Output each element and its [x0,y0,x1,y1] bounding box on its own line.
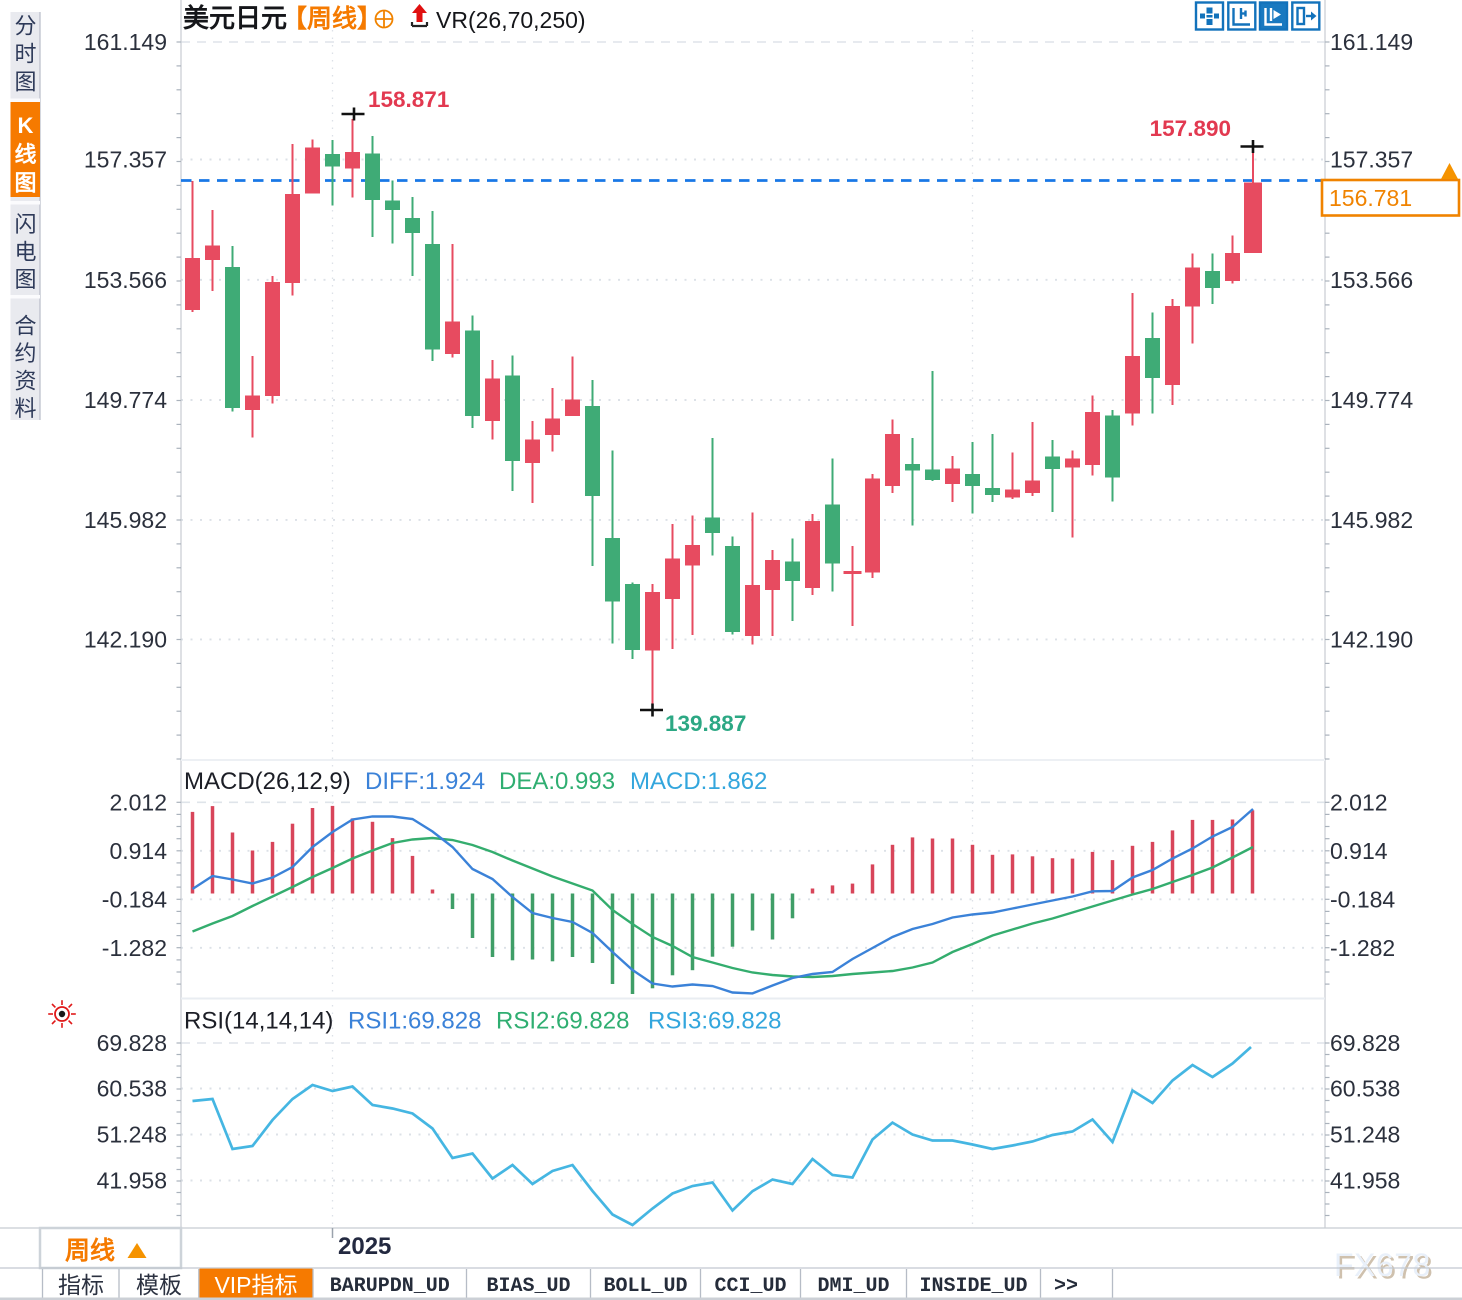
svg-text:DEA:0.993: DEA:0.993 [499,768,615,795]
svg-text:41.958: 41.958 [1330,1168,1400,1194]
svg-text:MACD:1.862: MACD:1.862 [630,768,767,795]
svg-text:-0.184: -0.184 [1330,886,1395,912]
svg-text:INSIDE_UD: INSIDE_UD [919,1275,1027,1298]
svg-text:139.887: 139.887 [665,711,746,736]
svg-text:RSI1:69.828: RSI1:69.828 [348,1008,481,1035]
svg-text:MACD(26,12,9): MACD(26,12,9) [184,768,351,795]
svg-text:【周线】: 【周线】 [282,4,382,33]
svg-text:指标: 指标 [58,1272,104,1298]
svg-text:资: 资 [14,369,36,394]
svg-text:CCI_UD: CCI_UD [714,1275,786,1298]
svg-text:2.012: 2.012 [109,789,167,815]
svg-text:合: 合 [14,314,36,339]
svg-text:时: 时 [14,42,36,67]
svg-text:RSI3:69.828: RSI3:69.828 [648,1008,781,1035]
svg-text:145.982: 145.982 [1330,507,1413,533]
svg-text:美元日元: 美元日元 [183,3,287,33]
svg-text:60.538: 60.538 [97,1076,167,1102]
svg-text:图: 图 [14,70,36,95]
svg-text:157.357: 157.357 [1330,147,1413,173]
svg-text:142.190: 142.190 [84,626,167,652]
svg-text:149.774: 149.774 [84,387,167,413]
svg-text:0.914: 0.914 [1330,838,1388,864]
svg-text:FX678: FX678 [1334,1247,1431,1283]
svg-text:51.248: 51.248 [1330,1122,1400,1148]
svg-text:VR(26,70,250): VR(26,70,250) [436,7,586,33]
svg-text:BIAS_UD: BIAS_UD [486,1275,570,1298]
svg-text:69.828: 69.828 [97,1030,167,1056]
svg-text:153.566: 153.566 [1330,267,1413,293]
svg-text:-0.184: -0.184 [102,886,167,912]
svg-text:图: 图 [14,171,36,196]
svg-text:分: 分 [14,14,36,39]
svg-text:BARUPDN_UD: BARUPDN_UD [330,1275,450,1298]
svg-text:RSI(14,14,14): RSI(14,14,14) [184,1008,333,1035]
svg-text:约: 约 [14,341,36,366]
svg-text:69.828: 69.828 [1330,1030,1400,1056]
svg-text:158.871: 158.871 [368,87,449,112]
svg-text:153.566: 153.566 [84,267,167,293]
svg-text:142.190: 142.190 [1330,626,1413,652]
svg-text:模板: 模板 [136,1272,182,1298]
svg-text:DIFF:1.924: DIFF:1.924 [365,768,485,795]
svg-text:41.958: 41.958 [97,1168,167,1194]
svg-text:161.149: 161.149 [84,29,167,55]
svg-text:BOLL_UD: BOLL_UD [603,1275,687,1298]
svg-text:DMI_UD: DMI_UD [817,1275,889,1298]
svg-text:闪: 闪 [14,212,36,237]
svg-text:线: 线 [14,142,36,167]
svg-text:>>: >> [1054,1275,1078,1298]
svg-text:2.012: 2.012 [1330,789,1388,815]
svg-text:图: 图 [14,267,36,292]
svg-text:0.914: 0.914 [109,838,167,864]
svg-text:145.982: 145.982 [84,507,167,533]
svg-text:161.149: 161.149 [1330,29,1413,55]
svg-text:2025: 2025 [338,1233,391,1260]
svg-text:51.248: 51.248 [97,1122,167,1148]
svg-text:-1.282: -1.282 [1330,935,1395,961]
svg-text:VIP指标: VIP指标 [214,1272,297,1298]
svg-text:RSI2:69.828: RSI2:69.828 [496,1008,629,1035]
svg-text:149.774: 149.774 [1330,387,1413,413]
svg-text:料: 料 [14,396,36,421]
svg-text:156.781: 156.781 [1329,185,1412,211]
svg-text:-1.282: -1.282 [102,935,167,961]
svg-text:K: K [18,113,34,138]
svg-text:电: 电 [14,240,36,265]
svg-text:周线: 周线 [65,1236,115,1265]
svg-text:60.538: 60.538 [1330,1076,1400,1102]
svg-text:157.357: 157.357 [84,147,167,173]
svg-text:157.890: 157.890 [1150,116,1231,141]
